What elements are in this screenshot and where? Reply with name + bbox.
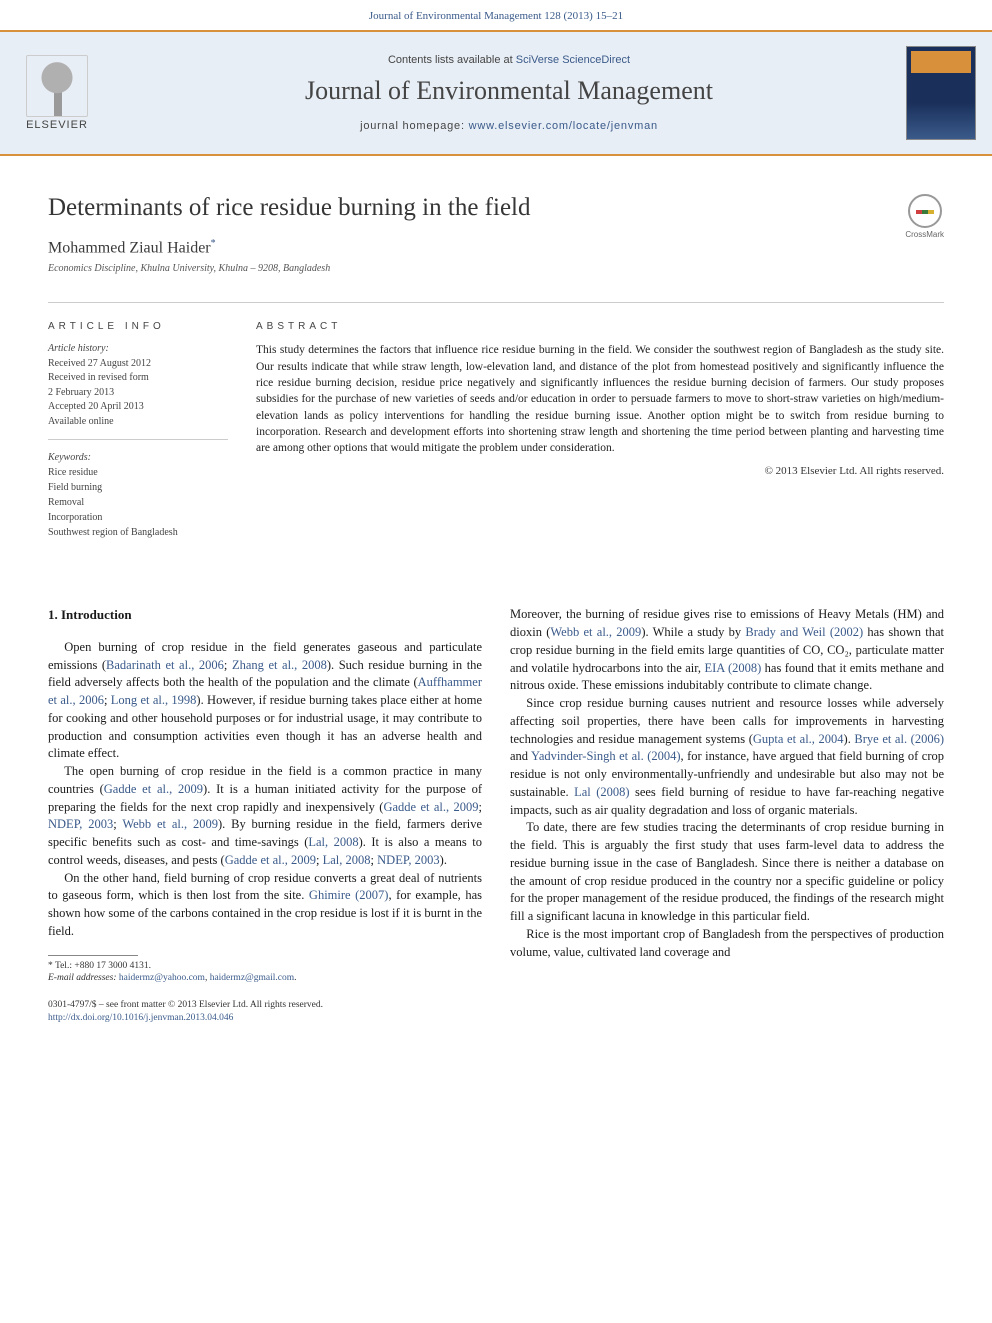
keyword: Incorporation [48, 510, 228, 525]
history-line: Available online [48, 415, 228, 430]
crossmark-icon [908, 194, 942, 228]
paragraph: To date, there are few studies tracing t… [510, 819, 944, 926]
publisher-label: ELSEVIER [26, 119, 88, 131]
citation[interactable]: Webb et al., 2009 [122, 817, 218, 831]
homepage-prefix: journal homepage: [360, 120, 469, 132]
journal-cover-thumb [906, 46, 976, 140]
citation[interactable]: Lal, 2008 [308, 835, 358, 849]
article-info-column: ARTICLE INFO Article history: Received 2… [48, 321, 228, 540]
citation[interactable]: NDEP, 2003 [377, 853, 440, 867]
column-right: Moreover, the burning of residue gives r… [510, 606, 944, 985]
keyword: Rice residue [48, 465, 228, 480]
keyword: Southwest region of Bangladesh [48, 525, 228, 540]
email-label: E-mail addresses: [48, 973, 119, 983]
paragraph: Since crop residue burning causes nutrie… [510, 695, 944, 819]
citation[interactable]: Long et al., 1998 [111, 693, 197, 707]
column-left: 1. Introduction Open burning of crop res… [48, 606, 482, 985]
citation[interactable]: Zhang et al., 2008 [232, 658, 327, 672]
citation[interactable]: Gadde et al., 2009 [104, 782, 203, 796]
issn-line: 0301-4797/$ – see front matter © 2013 El… [48, 999, 944, 1012]
doi-link[interactable]: http://dx.doi.org/10.1016/j.jenvman.2013… [48, 1013, 233, 1023]
history-line: Received 27 August 2012 [48, 357, 228, 372]
journal-center-block: Contents lists available at SciVerse Sci… [112, 54, 906, 132]
history-line: Accepted 20 April 2013 [48, 400, 228, 415]
citation[interactable]: EIA (2008) [704, 661, 761, 675]
homepage-line: journal homepage: www.elsevier.com/locat… [112, 120, 906, 132]
contents-prefix: Contents lists available at [388, 54, 516, 66]
history-line: 2 February 2013 [48, 386, 228, 401]
article-title: Determinants of rice residue burning in … [48, 194, 885, 222]
citation[interactable]: Badarinath et al., 2006 [106, 658, 224, 672]
sciencedirect-link[interactable]: SciVerse ScienceDirect [516, 54, 630, 66]
paragraph: The open burning of crop residue in the … [48, 763, 482, 870]
keyword: Removal [48, 495, 228, 510]
email-link[interactable]: haidermz@yahoo.com [119, 973, 205, 983]
section-heading: 1. Introduction [48, 606, 482, 624]
paragraph: Moreover, the burning of residue gives r… [510, 606, 944, 695]
paragraph: Open burning of crop residue in the fiel… [48, 639, 482, 763]
citation[interactable]: Gadde et al., 2009 [225, 853, 316, 867]
info-row: ARTICLE INFO Article history: Received 2… [48, 302, 944, 546]
abstract-label: ABSTRACT [256, 321, 944, 332]
article-history: Article history: Received 27 August 2012… [48, 342, 228, 440]
footer-block: 0301-4797/$ – see front matter © 2013 El… [0, 995, 992, 1045]
abstract-text: This study determines the factors that i… [256, 342, 944, 456]
affiliation: Economics Discipline, Khulna University,… [48, 263, 885, 274]
citation[interactable]: Yadvinder-Singh et al. (2004) [531, 749, 680, 763]
title-block: Determinants of rice residue burning in … [0, 156, 992, 284]
citation[interactable]: Ghimire (2007) [309, 888, 389, 902]
running-head: Journal of Environmental Management 128 … [0, 0, 992, 30]
citation[interactable]: Webb et al., 2009 [550, 625, 641, 639]
tel-label: * Tel.: [48, 961, 74, 971]
history-line: Received in revised form [48, 371, 228, 386]
email-link[interactable]: haidermz@gmail.com [210, 973, 294, 983]
publisher-logo-block: ELSEVIER [16, 55, 98, 131]
author-name: Mohammed Ziaul Haider [48, 239, 211, 256]
citation[interactable]: Gadde et al., 2009 [383, 800, 478, 814]
keyword: Field burning [48, 480, 228, 495]
keywords-head: Keywords: [48, 450, 228, 465]
crossmark-badge[interactable]: CrossMark [905, 194, 944, 239]
tel-number: +880 17 3000 4131. [74, 961, 151, 971]
contents-line: Contents lists available at SciVerse Sci… [112, 54, 906, 66]
author-marker: * [211, 238, 216, 249]
article-info-label: ARTICLE INFO [48, 321, 228, 332]
paragraph: On the other hand, field burning of crop… [48, 870, 482, 941]
journal-name: Journal of Environmental Management [112, 76, 906, 106]
history-head: Article history: [48, 342, 228, 357]
citation[interactable]: Gupta et al., 2004 [753, 732, 844, 746]
footnote-separator [48, 955, 138, 956]
elsevier-tree-icon [26, 55, 88, 117]
paragraph: Rice is the most important crop of Bangl… [510, 926, 944, 962]
keywords-block: Keywords: Rice residue Field burning Rem… [48, 450, 228, 540]
abstract-column: ABSTRACT This study determines the facto… [256, 321, 944, 540]
citation[interactable]: Lal (2008) [574, 785, 629, 799]
body-columns: 1. Introduction Open burning of crop res… [0, 546, 992, 995]
homepage-link[interactable]: www.elsevier.com/locate/jenvman [469, 120, 658, 132]
journal-header-band: ELSEVIER Contents lists available at Sci… [0, 30, 992, 156]
citation[interactable]: Brye et al. (2006) [854, 732, 944, 746]
corresponding-footnote: * Tel.: +880 17 3000 4131. E-mail addres… [48, 960, 482, 986]
citation[interactable]: NDEP, 2003 [48, 817, 113, 831]
citation[interactable]: Brady and Weil (2002) [745, 625, 863, 639]
abstract-copyright: © 2013 Elsevier Ltd. All rights reserved… [256, 465, 944, 477]
citation[interactable]: Lal, 2008 [323, 853, 371, 867]
crossmark-label: CrossMark [905, 230, 944, 239]
author-line: Mohammed Ziaul Haider* [48, 238, 885, 257]
